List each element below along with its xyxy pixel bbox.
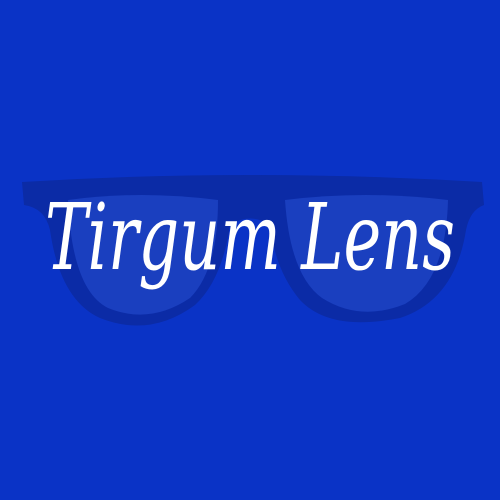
brand-name: Tirgum Lens	[45, 184, 455, 291]
glasses	[22, 175, 484, 326]
left-lens	[68, 195, 218, 315]
right-lens	[285, 195, 448, 312]
